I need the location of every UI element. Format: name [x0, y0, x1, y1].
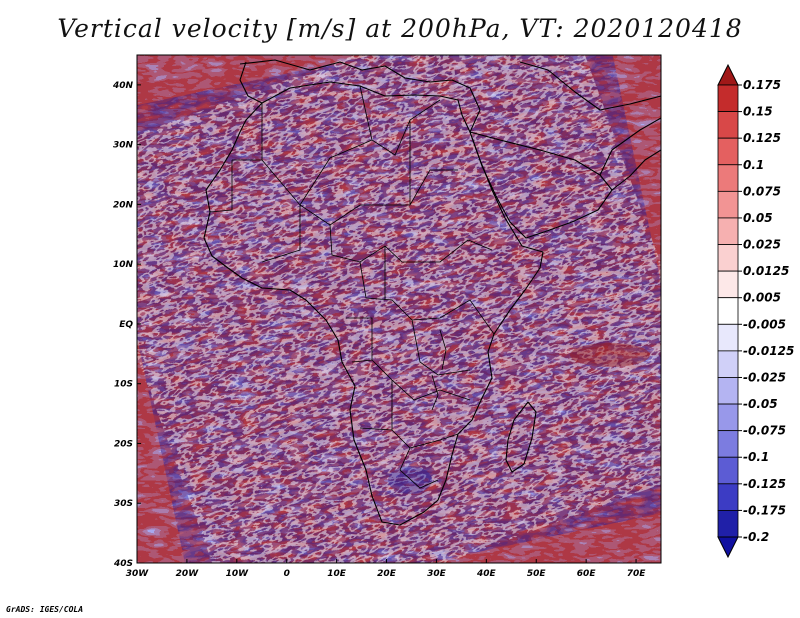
- lon-tick-label: 20W: [176, 569, 200, 579]
- arabia-coastline: [469, 131, 613, 239]
- lon-tick-label: 10E: [327, 569, 347, 579]
- colorbar-swatch: [717, 483, 739, 511]
- colorbar-swatch: [717, 510, 739, 538]
- lon-tick-label: 30E: [427, 569, 447, 579]
- chart-title: Vertical velocity [m/s] at 200hPa, VT: 2…: [57, 14, 743, 43]
- colorbar-label: 0.1: [743, 158, 764, 172]
- lon-tick-label: 70E: [627, 569, 647, 579]
- border-lines: [209, 85, 495, 489]
- colorbar-swatch: [717, 323, 739, 352]
- lat-tick-label: 20N: [113, 200, 134, 210]
- colorbar-swatch: [717, 190, 739, 219]
- colorbar-swatch: [717, 84, 739, 112]
- lon-tick-label: 30W: [126, 569, 150, 579]
- lon-tick-label: 50E: [527, 569, 547, 579]
- colorbar-swatch: [717, 164, 739, 192]
- colorbar-swatch: [717, 137, 739, 166]
- colorbar-swatch: [717, 244, 739, 272]
- colorbar-label: -0.175: [743, 503, 786, 517]
- colorbar-label: 0.125: [743, 131, 781, 145]
- coastlines: [203, 59, 661, 526]
- lon-tick-label: 60E: [577, 569, 597, 579]
- lon-tick-label: 40E: [476, 569, 497, 579]
- lon-tick-label: 20E: [377, 569, 397, 579]
- colorbar-label: -0.2: [743, 530, 769, 544]
- asia-coast: [519, 61, 661, 191]
- lat-tick-label: 30S: [114, 499, 133, 509]
- colorbar-label: -0.125: [743, 477, 786, 491]
- country-borders: [209, 85, 495, 489]
- iberia-coast: [239, 61, 263, 104]
- africa-coastline: [203, 81, 544, 526]
- colorbar-label: 0.0125: [743, 264, 789, 278]
- colorbar-top-arrow: [717, 63, 739, 86]
- colorbar-bottom-arrow: [717, 536, 739, 559]
- colorbar-swatch: [717, 270, 739, 299]
- colorbar-label: -0.005: [743, 317, 786, 331]
- colorbar-swatch: [717, 111, 739, 139]
- colorbar-label: -0.025: [743, 370, 786, 384]
- velocity-field: [137, 55, 661, 563]
- colorbar-swatch: [717, 377, 739, 405]
- colorbar-swatch: [717, 350, 739, 378]
- madagascar-coastline: [505, 401, 537, 473]
- latitude-axis: 40N 30N 20N 10N EQ 10S 20S 30S 40S: [112, 81, 141, 569]
- colorbar-swatch: [717, 430, 739, 458]
- lat-tick-label: 20S: [114, 439, 133, 449]
- strong-descent-area: [388, 466, 432, 494]
- colorbar-label: -0.075: [743, 424, 786, 438]
- credit-label: GrADS: IGES/COLA: [6, 605, 84, 614]
- colorbar-swatch: [717, 297, 739, 325]
- longitude-axis: 30W 20W 10W 0 10E 20E 30E 40E 50E 60E 70E: [126, 559, 646, 579]
- colorbar-label: -0.05: [743, 397, 778, 411]
- colorbar-swatch: [717, 403, 739, 432]
- lat-tick-label: 40S: [113, 559, 133, 569]
- colorbar-label: 0.175: [743, 78, 781, 92]
- colorbar-label: 0.025: [743, 238, 781, 252]
- mediterranean-coast: [239, 59, 481, 133]
- strong-ascent-area: [570, 343, 650, 367]
- lat-tick-label: 10S: [114, 380, 133, 390]
- lat-tick-label: EQ: [119, 320, 133, 330]
- colorbar-label: 0.15: [743, 105, 773, 119]
- lon-tick-label: 0: [284, 569, 290, 579]
- lat-tick-label: 30N: [113, 141, 134, 151]
- colorbar-swatch: [717, 217, 739, 245]
- colorbar-label: 0.005: [743, 291, 781, 305]
- plot-frame: [136, 54, 662, 564]
- lakes: [431, 329, 447, 411]
- lon-tick-label: 10W: [226, 569, 250, 579]
- colorbar-label: 0.075: [743, 184, 781, 198]
- lat-tick-label: 10N: [113, 260, 134, 270]
- colorbar-label: -0.1: [743, 450, 769, 464]
- colorbar-label: -0.0125: [743, 344, 794, 358]
- colorbar: 0.175 0.15 0.125 0.1 0.075 0.05 0.025 0.0125 0.0…: [717, 63, 794, 559]
- lat-tick-label: 40N: [112, 81, 134, 91]
- colorbar-swatch: [717, 456, 739, 485]
- colorbar-label: 0.05: [743, 211, 773, 225]
